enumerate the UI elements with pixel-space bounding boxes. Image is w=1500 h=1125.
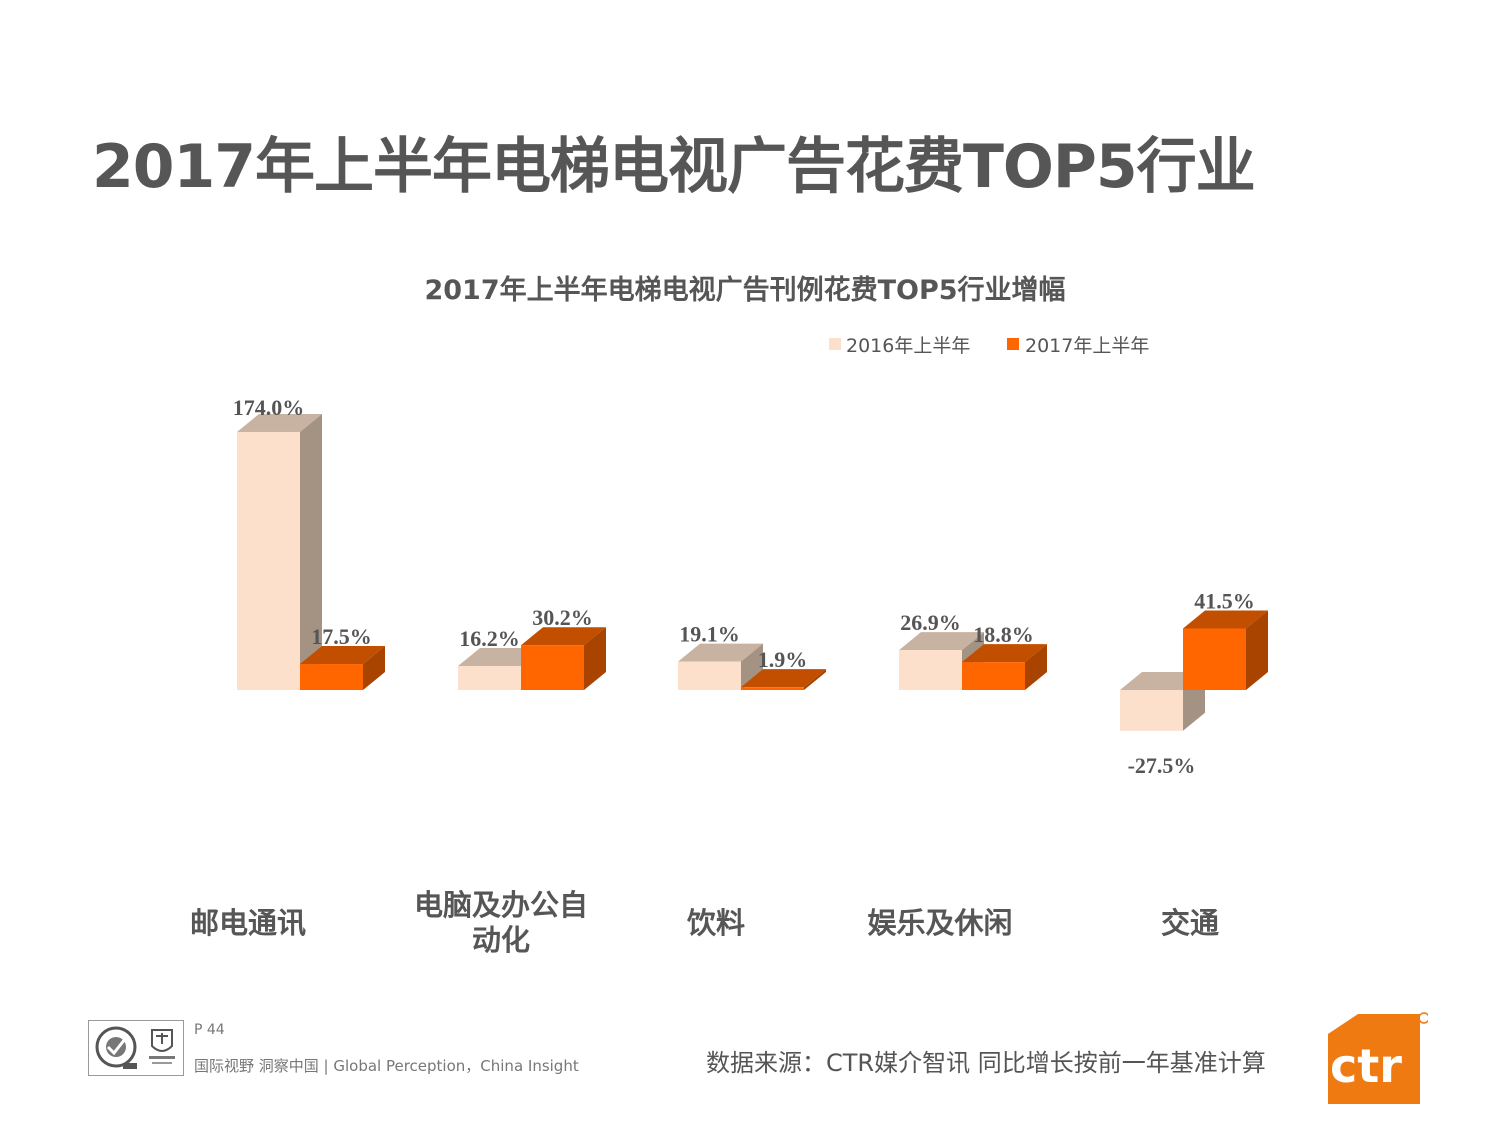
category-label-3: 娱乐及休闲 (867, 906, 1012, 940)
bar-side-1-1 (584, 627, 606, 690)
bar-top-1-4 (1183, 610, 1268, 629)
category-label-2: 饮料 (686, 906, 745, 940)
iso-certification-icon (95, 1026, 137, 1069)
bar-2017-3 (962, 662, 1025, 690)
bar-2016-0 (237, 431, 300, 690)
bar-top-0-2 (678, 643, 763, 662)
bar-top-1-1 (521, 627, 606, 646)
bar-top-1-0 (300, 646, 385, 665)
legend-swatch-2017 (1007, 338, 1019, 350)
bar-top-0-3 (899, 632, 984, 651)
chart-title: 2017年上半年电梯电视广告刊例花费TOP5行业增幅 (424, 274, 1065, 306)
bar-side-1-0 (363, 646, 385, 690)
value-label-1-2: 1.9% (758, 647, 808, 672)
category-label-1: 电脑及办公自 (414, 888, 588, 922)
bar-2016-1 (458, 665, 521, 690)
value-label-0-1: 16.2% (459, 626, 520, 651)
value-label-1-1: 30.2% (532, 605, 593, 630)
legend-label-2016: 2016年上半年 (846, 335, 970, 357)
footer-slogan: 国际视野 洞察中国 | Global Perception，China Insi… (194, 1057, 579, 1075)
bar-top-1-2 (741, 669, 826, 688)
page-number: P 44 (194, 1022, 225, 1038)
ctr-logo: ctr (1328, 1012, 1428, 1104)
bar-2017-2 (741, 687, 804, 690)
bar-side-1-2 (804, 669, 826, 690)
bar-2016-3 (899, 650, 962, 690)
bar-2017-1 (521, 645, 584, 690)
category-label-0: 邮电通讯 (190, 906, 306, 940)
bar-chart: 2017年上半年电梯电视广告刊例花费TOP5行业增幅 2016年上半年 2017… (190, 274, 1268, 957)
bar-2017-4 (1183, 628, 1246, 690)
ukas-certification-icon (149, 1029, 175, 1064)
value-label-1-3: 18.8% (973, 622, 1034, 647)
legend-swatch-2016 (829, 338, 841, 350)
value-label-1-4: 41.5% (1194, 588, 1255, 613)
category-label-1: 动化 (472, 923, 530, 957)
value-label-0-2: 19.1% (679, 622, 740, 647)
certification-badges (88, 1020, 184, 1076)
bar-top-0-0 (237, 413, 322, 432)
bar-side-1-4 (1246, 610, 1268, 690)
bar-2017-0 (300, 664, 363, 690)
bar-side-0-0 (300, 413, 322, 690)
value-label-0-0: 174.0% (233, 395, 305, 420)
value-label-1-0: 17.5% (311, 624, 372, 649)
bar-2016-4 (1120, 690, 1183, 731)
page-title: 2017年上半年电梯电视广告花费TOP5行业 (92, 132, 1256, 202)
legend: 2016年上半年 2017年上半年 (829, 335, 1149, 357)
data-source-note: 数据来源：CTR媒介智讯 同比增长按前一年基准计算 (706, 1049, 1266, 1077)
value-label-0-3: 26.9% (900, 610, 961, 635)
bar-side-0-2 (741, 643, 763, 690)
category-label-4: 交通 (1161, 906, 1219, 940)
value-label-0-4: -27.5% (1128, 753, 1196, 778)
svg-text:ctr: ctr (1330, 1039, 1402, 1093)
bar-side-1-3 (1025, 644, 1047, 690)
bar-top-1-3 (962, 644, 1047, 663)
bar-2016-2 (678, 661, 741, 690)
legend-label-2017: 2017年上半年 (1025, 335, 1149, 357)
